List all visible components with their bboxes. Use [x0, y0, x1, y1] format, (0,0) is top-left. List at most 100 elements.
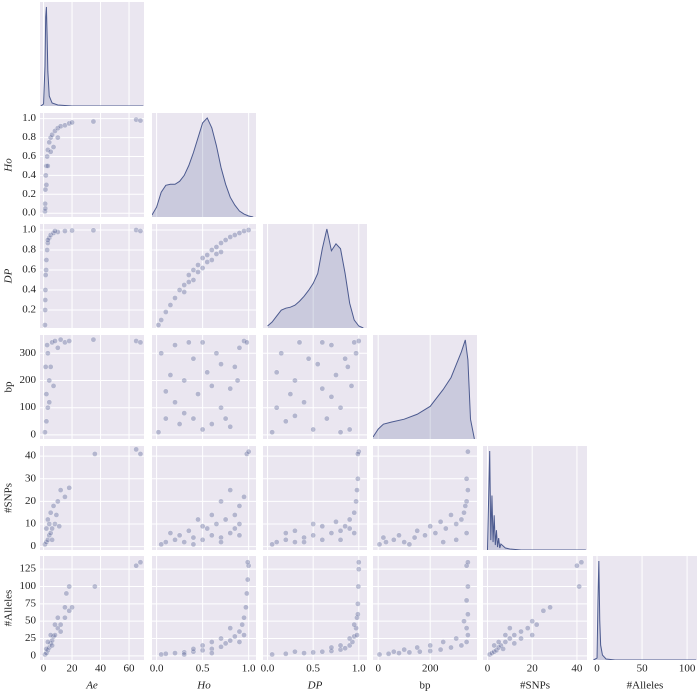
point	[213, 244, 220, 250]
point	[172, 650, 178, 656]
panel-bg	[40, 113, 144, 217]
kde-fill	[267, 228, 364, 328]
point	[463, 476, 470, 482]
point	[465, 611, 471, 617]
point	[465, 487, 471, 493]
point	[190, 541, 197, 548]
point	[45, 147, 51, 153]
point	[218, 635, 224, 642]
x-axis-label: Ho	[196, 680, 211, 692]
point	[463, 562, 470, 569]
point	[133, 116, 139, 123]
point	[181, 282, 187, 288]
point	[346, 516, 353, 523]
point	[42, 208, 48, 215]
point	[222, 516, 229, 523]
point	[62, 614, 68, 621]
point	[540, 608, 547, 614]
x-tick-label: 0.0	[261, 663, 275, 675]
point	[43, 650, 50, 656]
scatter-panel	[42, 446, 144, 548]
point	[46, 235, 53, 241]
kde-line	[593, 560, 697, 660]
point	[417, 648, 423, 655]
point	[218, 240, 224, 246]
point	[62, 228, 68, 234]
point	[137, 451, 144, 457]
point	[47, 149, 54, 155]
y-tick-label: 20	[25, 495, 37, 507]
point	[391, 537, 397, 543]
point	[495, 644, 502, 651]
y-tick-label: 40	[25, 450, 37, 462]
point	[69, 227, 75, 234]
point	[355, 583, 362, 590]
point	[355, 476, 361, 482]
point	[158, 350, 164, 356]
point	[66, 583, 72, 590]
x-tick-label: 0.5	[306, 663, 320, 675]
scatter-panel	[486, 559, 585, 658]
point	[310, 649, 316, 656]
point	[337, 642, 344, 649]
point	[495, 639, 502, 645]
point	[43, 172, 49, 179]
point	[440, 539, 446, 545]
point	[195, 391, 201, 397]
point	[92, 583, 98, 590]
point	[511, 632, 518, 638]
point	[529, 632, 535, 638]
scatter-panel	[42, 559, 144, 658]
point	[227, 637, 233, 644]
panel-bg	[263, 335, 367, 439]
point	[422, 532, 428, 539]
point	[351, 509, 357, 516]
point	[463, 597, 470, 604]
x-axis-label: Ae	[85, 680, 98, 692]
point	[278, 350, 284, 356]
point	[391, 648, 397, 655]
point	[42, 287, 49, 293]
point	[209, 257, 215, 263]
scatter-panel	[269, 338, 362, 435]
y-tick-label: 1.0	[22, 224, 36, 236]
point	[133, 227, 139, 233]
point	[52, 338, 58, 344]
y-tick-label: 0.4	[22, 169, 36, 181]
point	[411, 534, 418, 541]
point	[319, 339, 326, 346]
point	[301, 399, 307, 405]
point	[273, 539, 280, 545]
point	[190, 355, 197, 362]
point	[46, 377, 53, 384]
point	[45, 537, 51, 543]
point	[440, 639, 446, 645]
x-tick-label: 20	[527, 663, 539, 675]
point	[204, 259, 210, 265]
point	[195, 262, 201, 268]
point	[57, 621, 64, 628]
point	[209, 650, 215, 656]
point	[227, 423, 233, 430]
point	[209, 639, 215, 645]
point	[137, 559, 144, 565]
point	[47, 640, 54, 647]
point	[437, 518, 444, 525]
point	[45, 237, 51, 243]
point	[204, 252, 210, 258]
point	[244, 451, 250, 457]
point	[283, 651, 289, 657]
y-tick-label: 0.2	[22, 188, 36, 200]
point	[232, 633, 238, 640]
point	[47, 364, 54, 370]
point	[244, 339, 250, 346]
point	[241, 614, 247, 621]
point	[273, 404, 280, 411]
point	[511, 640, 518, 647]
x-axis-label: #SNPs	[520, 680, 550, 692]
point	[90, 227, 97, 234]
y-tick-label: 30	[25, 472, 37, 484]
point	[218, 361, 224, 367]
point	[355, 601, 361, 607]
point	[186, 528, 192, 534]
